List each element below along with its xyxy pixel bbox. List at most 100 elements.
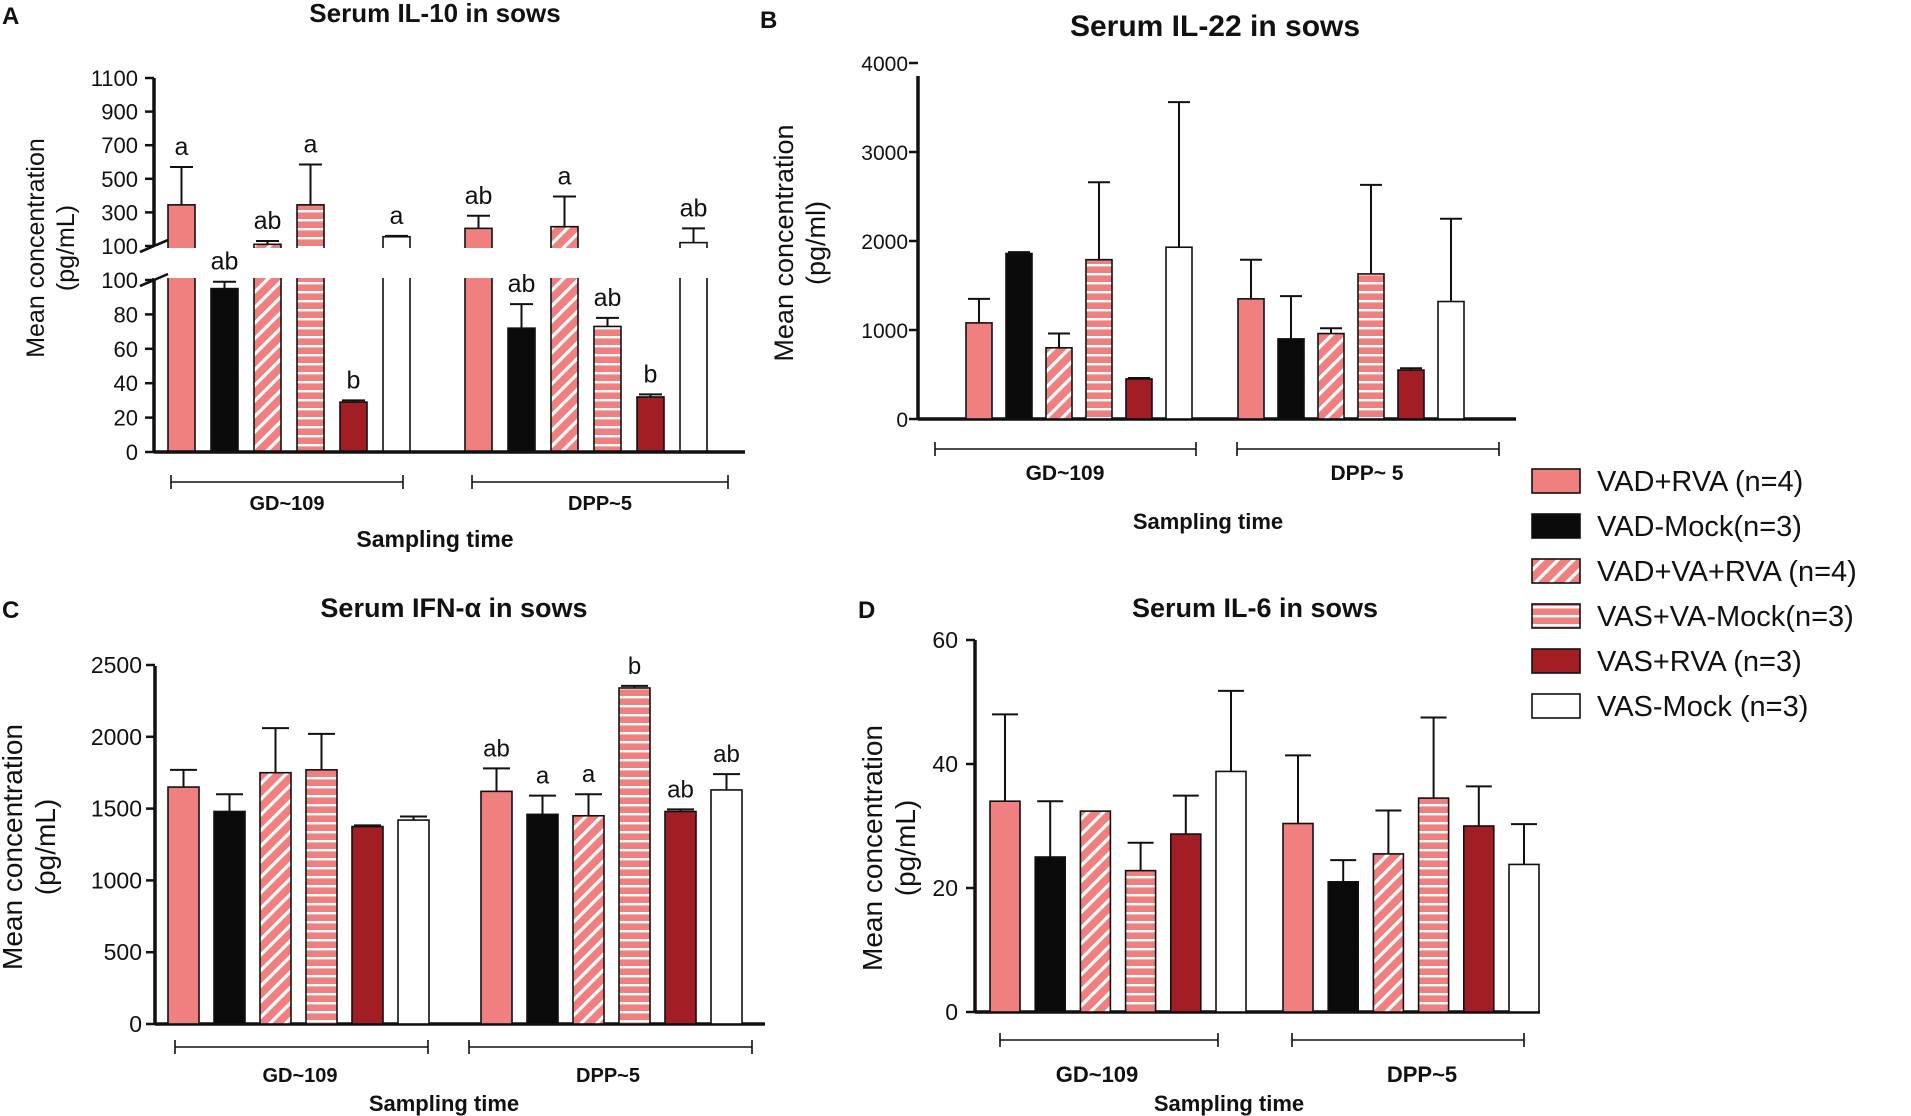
panel-letter-c: C (2, 597, 19, 624)
panel-d-y-tick-label: 60 (932, 627, 958, 653)
panel-a-y-tick-label: 300 (101, 200, 138, 225)
significance-label: ab (667, 776, 694, 803)
panel-c-group-bracket-2 (468, 1040, 753, 1054)
panel-a-bar (296, 204, 325, 453)
panel-d-ylabel-1: Mean concentration (857, 725, 888, 971)
legend-label: VAS-Mock (n=3) (1597, 691, 1808, 723)
panel-d-bar (1463, 825, 1495, 1013)
panel-d-il6: Serum IL-6 in sows Mean concentration (p… (857, 593, 1540, 1116)
panel-d-title: Serum IL-6 in sows (1132, 593, 1378, 623)
significance-label: a (390, 202, 404, 230)
panel-d-ylabel-2: (pg/mL) (890, 800, 921, 896)
panel-b-bar (1357, 273, 1385, 420)
significance-label: a (558, 162, 572, 190)
panel-a-category-2: DPP~5 (568, 493, 632, 515)
significance-label: b (644, 360, 658, 388)
panel-d-y-tick-label: 40 (932, 751, 958, 777)
panel-a-y-tick-label: 80 (114, 302, 138, 327)
panel-a-ylabel-1: Mean concentration (22, 138, 50, 358)
panel-a-title: Serum IL-10 in sows (309, 0, 560, 28)
legend-swatch (1531, 603, 1581, 629)
panel-c-bar (664, 810, 697, 1025)
panel-d-y-tick-label: 0 (945, 999, 958, 1025)
panel-b-bar (1277, 338, 1305, 420)
panel-a-y-tick-label: 40 (114, 371, 138, 396)
legend-swatch (1531, 558, 1581, 584)
panel-d-bar (1327, 880, 1359, 1013)
panel-b-bar (1237, 298, 1265, 420)
panel-c-group-bracket-1 (174, 1040, 429, 1054)
panel-c-y-tick-label: 2500 (91, 652, 142, 678)
panel-b-ylabel-2: (pg/ml) (801, 201, 831, 285)
panel-a-bar (253, 243, 282, 453)
significance-label: b (347, 366, 361, 394)
significance-label: a (175, 133, 189, 161)
panel-b-bar (1317, 332, 1345, 420)
panel-b-y-tick-label: 1000 (861, 320, 908, 343)
significance-label: ab (483, 735, 510, 762)
panel-a-y-tick-label: 20 (114, 406, 138, 431)
significance-label: ab (211, 248, 239, 276)
panel-a-bar (636, 396, 665, 453)
significance-label: ab (508, 270, 536, 298)
panel-c-category-2: DPP~5 (576, 1065, 640, 1087)
panel-a-group-bracket-2 (471, 475, 729, 489)
panel-b-ylabel-1: Mean concentration (769, 124, 799, 361)
legend-swatch (1531, 513, 1581, 539)
panel-b-group-bracket-1 (934, 442, 1197, 456)
panel-c-bar (213, 810, 246, 1025)
significance-label: ab (594, 284, 622, 312)
panel-a-y-tick-label: 1100 (91, 66, 138, 91)
panel-c-ylabel-2: (pg/mL) (30, 799, 61, 895)
significance-label: a (536, 763, 550, 790)
panel-d-y-tick-label: 20 (932, 875, 958, 901)
panel-b-title: Serum IL-22 in sows (1070, 10, 1360, 43)
panel-c-ylabel-1: Mean concentration (0, 724, 28, 970)
panel-c-bar (710, 789, 743, 1025)
panel-c-y-tick-label: 2000 (91, 724, 142, 750)
panel-c-y-tick-label: 1000 (91, 867, 142, 893)
panel-c-bar (572, 814, 605, 1025)
legend-swatch (1531, 648, 1581, 674)
panel-d-group-bracket-1 (999, 1033, 1219, 1047)
significance-label: a (304, 131, 318, 159)
legend: VAD+RVA (n=4) VAD-Mock(n=3) VAD+VA+RVA (n=… (1531, 466, 1857, 723)
panel-b-bar (1085, 258, 1113, 420)
panel-d-group-bracket-2 (1291, 1033, 1525, 1047)
panel-d-bar (1215, 770, 1247, 1013)
panel-a-ylabel-2: (pg/mL) (52, 205, 80, 291)
panel-c-bar (305, 769, 338, 1025)
panel-d-bar (1372, 853, 1405, 1013)
panel-c-bar (259, 771, 292, 1025)
panel-c-bar (167, 786, 200, 1025)
panel-d-bar (1034, 856, 1066, 1013)
panel-a-break-gap-overlay (156, 248, 746, 278)
panel-d-bar (1417, 797, 1450, 1013)
panel-b-bar (965, 322, 993, 420)
panel-c-bar (397, 819, 430, 1025)
panel-letter-a: A (2, 3, 19, 30)
panel-a-axis-break-mark (139, 238, 169, 254)
panel-a-bar (593, 325, 622, 453)
panel-b-y-tick-label: 0 (896, 409, 908, 432)
panel-a-bar (507, 327, 536, 453)
panel-letter-d: D (858, 597, 875, 624)
panel-c-bar (480, 790, 513, 1025)
significance-label: b (628, 653, 641, 680)
panel-b-bar (1397, 369, 1425, 420)
legend-swatch (1531, 693, 1581, 719)
panel-b-category-2: DPP~ 5 (1331, 462, 1404, 485)
significance-label: ab (465, 182, 493, 210)
legend-label: VAS+RVA (n=3) (1597, 646, 1802, 678)
panel-d-bar (1282, 822, 1314, 1013)
panel-d-bar (1079, 810, 1112, 1013)
panel-c-bar (526, 813, 559, 1025)
panel-b-bar (1125, 378, 1153, 420)
panel-a-xlabel: Sampling time (356, 526, 513, 552)
panel-b-y-tick-label: 2000 (861, 231, 908, 254)
panel-d-bar (1170, 833, 1202, 1013)
panel-b-xlabel: Sampling time (1133, 509, 1283, 534)
panel-b-bar (1165, 246, 1193, 420)
panel-a-category-1: GD~109 (249, 493, 324, 515)
panel-c-category-1: GD~109 (262, 1065, 337, 1087)
